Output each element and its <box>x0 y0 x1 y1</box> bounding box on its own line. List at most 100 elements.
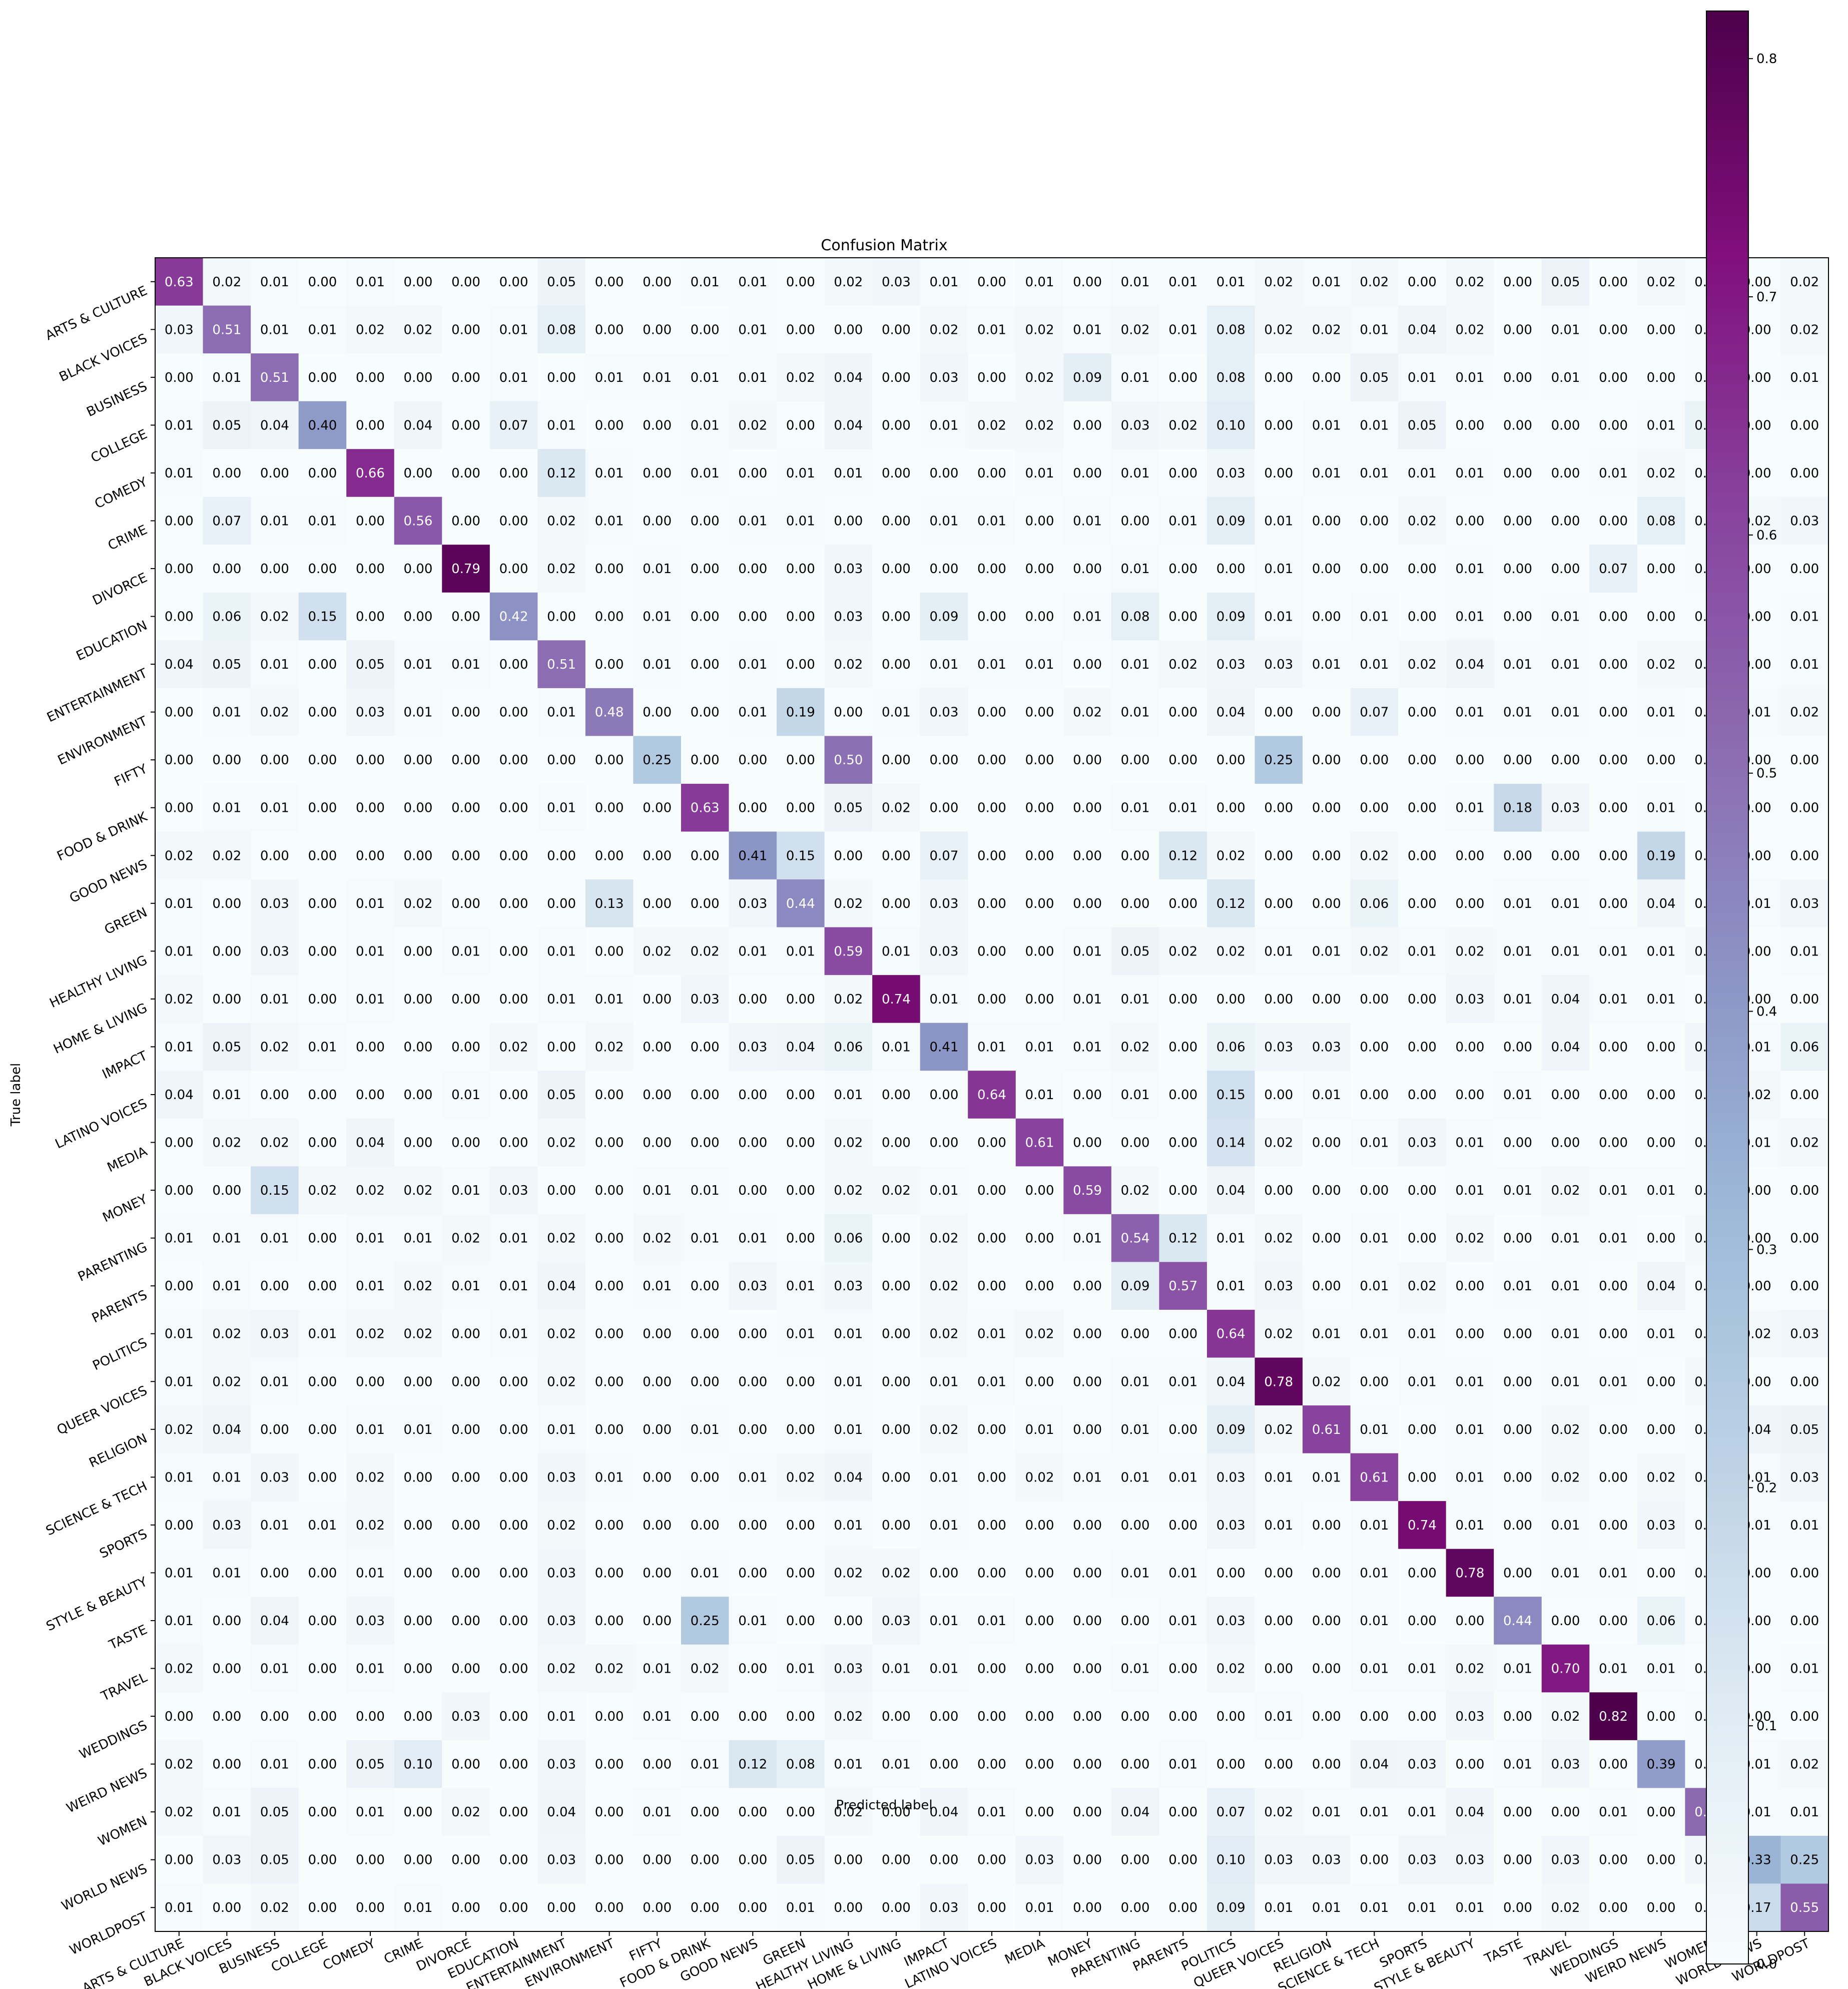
cell-value-label: 0.02 <box>834 1183 863 1198</box>
cell-value-label: 0.02 <box>1455 1662 1484 1677</box>
cell-value-label: 0.05 <box>260 1853 289 1868</box>
cell-value-label: 0.01 <box>1455 1900 1484 1915</box>
cell-value-label: 0.01 <box>1455 562 1484 577</box>
cell-value-label: 0.00 <box>595 610 624 625</box>
cell-value-label: 0.01 <box>834 1518 863 1533</box>
heatmap-cell <box>681 1023 730 1071</box>
cell-value-label: 0.03 <box>1790 896 1819 911</box>
cell-value-label: 0.00 <box>451 1566 480 1581</box>
cell-value-label: 0.00 <box>499 944 528 959</box>
heatmap-cell <box>729 831 777 880</box>
cell-value-label: 0.00 <box>977 1566 1006 1581</box>
cell-value-label: 0.00 <box>595 1566 624 1581</box>
cell-value-label: 0.00 <box>786 1566 815 1581</box>
y-tick-label: WEIRD NEWS <box>64 1766 150 1816</box>
cell-value-label: 0.00 <box>356 514 385 529</box>
cell-value-label: 0.01 <box>834 1757 863 1772</box>
cell-value-label: 0.01 <box>1121 370 1150 385</box>
cell-value-label: 0.02 <box>356 1183 385 1198</box>
heatmap-cell <box>1303 449 1351 498</box>
cell-value-label: 0.00 <box>499 1662 528 1677</box>
cell-value-label: 0.08 <box>786 1757 815 1772</box>
cell-value-label: 0.00 <box>1503 1470 1532 1485</box>
heatmap-cell <box>633 401 682 449</box>
cell-value-label: 0.14 <box>1216 1136 1246 1151</box>
cell-value-label: 0.01 <box>1455 1470 1484 1485</box>
cell-value-label: 0.01 <box>977 514 1006 529</box>
cell-value-label: 0.41 <box>930 1040 959 1055</box>
heatmap-cell <box>1398 449 1447 498</box>
cell-value-label: 0.54 <box>1121 1231 1150 1246</box>
heatmap-cell <box>1303 927 1351 975</box>
cell-value-label: 0.00 <box>499 705 528 720</box>
cell-value-label: 0.01 <box>165 1470 194 1485</box>
cell-value-label: 0.04 <box>1455 657 1484 672</box>
y-tick-label: COMEDY <box>93 474 150 512</box>
cell-value-label: 0.01 <box>643 1805 672 1820</box>
cell-value-label: 0.02 <box>1647 657 1676 672</box>
cell-value-label: 0.02 <box>1264 1231 1293 1246</box>
cell-value-label: 0.01 <box>1599 1231 1628 1246</box>
cell-value-label: 0.00 <box>738 801 767 816</box>
heatmap-cell <box>251 1023 299 1071</box>
cell-value-label: 0.01 <box>1168 322 1197 337</box>
cell-value-label: 0.02 <box>1790 275 1819 290</box>
cell-value-label: 0.00 <box>643 848 672 863</box>
heatmap-cell <box>1494 401 1542 449</box>
cell-value-label: 0.00 <box>1503 466 1532 481</box>
heatmap-cell <box>1111 353 1159 402</box>
x-tick-label: PARENTS <box>1130 1936 1190 1974</box>
cell-value-label: 0.02 <box>1264 1422 1293 1437</box>
cell-value-label: 0.00 <box>260 848 289 863</box>
cell-value-label: 0.00 <box>1455 418 1484 433</box>
cell-value-label: 0.02 <box>1121 322 1150 337</box>
heatmap-cell <box>1159 449 1207 498</box>
heatmap-cell <box>251 831 299 880</box>
cell-value-label: 0.39 <box>1647 1757 1676 1772</box>
heatmap-cell <box>203 688 251 737</box>
y-tick-label: FIFTY <box>112 761 150 789</box>
cell-value-label: 0.00 <box>1121 1136 1150 1151</box>
cell-value-label: 0.00 <box>1551 466 1580 481</box>
cell-value-label: 0.00 <box>1168 992 1197 1007</box>
cell-value-label: 0.00 <box>451 1327 480 1342</box>
cell-value-label: 0.07 <box>930 848 959 863</box>
cell-value-label: 0.02 <box>1264 322 1293 337</box>
cell-value-label: 0.05 <box>786 1853 815 1868</box>
cell-value-label: 0.00 <box>1790 1183 1819 1198</box>
heatmap-cell <box>777 305 825 354</box>
cell-value-label: 0.02 <box>356 322 385 337</box>
heatmap-cell <box>155 353 204 402</box>
heatmap-cell <box>872 831 921 880</box>
cell-value-label: 0.01 <box>1168 1374 1197 1389</box>
cell-value-label: 0.02 <box>882 1183 911 1198</box>
cell-value-label: 0.00 <box>499 1900 528 1915</box>
cell-value-label: 0.00 <box>691 610 720 625</box>
cell-value-label: 0.00 <box>595 848 624 863</box>
cell-value-label: 0.00 <box>1360 1183 1389 1198</box>
cell-value-label: 0.00 <box>834 514 863 529</box>
cell-value-label: 0.01 <box>499 1327 528 1342</box>
cell-value-label: 0.19 <box>1647 848 1676 863</box>
cell-value-label: 0.01 <box>260 801 289 816</box>
cell-value-label: 0.01 <box>738 514 767 529</box>
cell-value-label: 0.01 <box>1647 992 1676 1007</box>
heatmap-cell <box>1494 305 1542 354</box>
cell-value-label: 0.00 <box>1264 848 1293 863</box>
cell-value-label: 0.00 <box>1025 1757 1054 1772</box>
heatmap-cell <box>968 592 1016 641</box>
cell-value-label: 0.01 <box>165 944 194 959</box>
cell-value-label: 0.00 <box>595 418 624 433</box>
cell-value-label: 0.00 <box>691 514 720 529</box>
cell-value-label: 0.00 <box>595 1422 624 1437</box>
cell-value-label: 0.04 <box>1216 705 1246 720</box>
cell-value-label: 0.01 <box>451 1279 480 1294</box>
heatmap-cell <box>155 258 204 306</box>
heatmap-cell <box>346 640 395 689</box>
heatmap-cell <box>1541 879 1590 928</box>
cell-value-label: 0.02 <box>834 896 863 911</box>
heatmap-cell <box>1350 353 1399 402</box>
cell-value-label: 0.00 <box>738 562 767 577</box>
cell-value-label: 0.05 <box>260 1805 289 1820</box>
heatmap-cell <box>346 449 395 498</box>
